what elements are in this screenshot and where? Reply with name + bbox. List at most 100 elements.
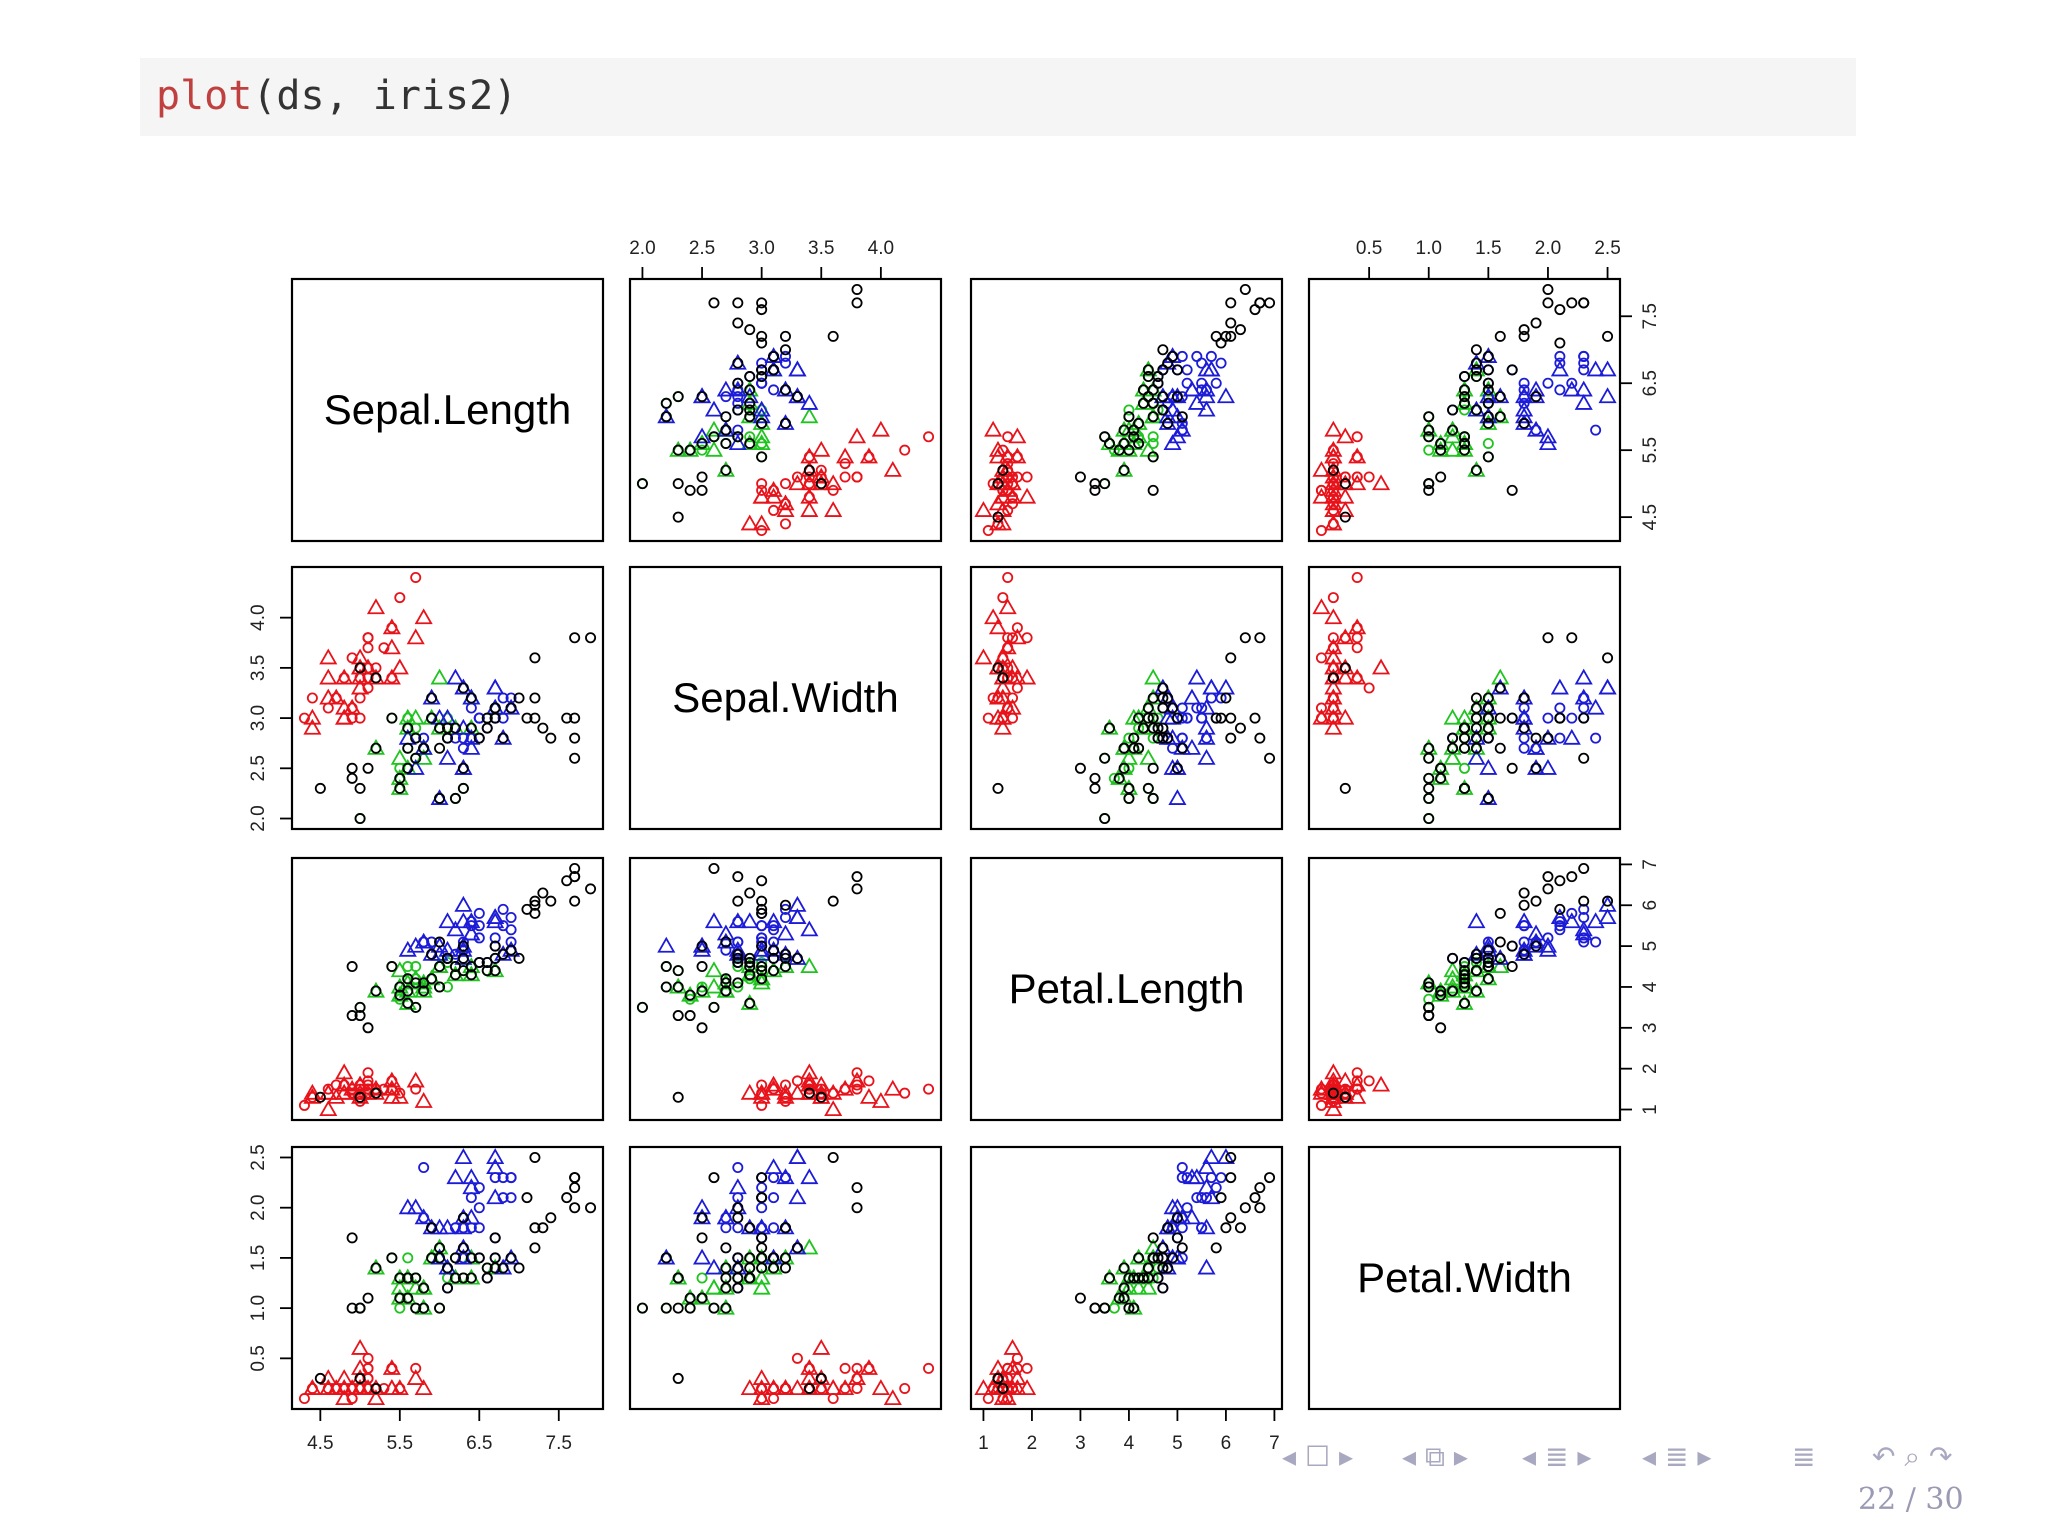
data-point [728,940,747,957]
data-point [1099,752,1111,764]
data-point [764,481,783,497]
data-point [1168,1248,1187,1265]
data-point [756,875,768,887]
data-point [812,1338,831,1355]
nav-section-icon[interactable]: ◂ ≣ ▸ [1522,1440,1592,1473]
data-point [704,1278,724,1295]
data-point [756,525,768,537]
data-point [780,1222,792,1234]
data-point [418,1302,430,1314]
data-point [1423,981,1435,993]
data-point [390,748,409,765]
data-point [1176,1242,1188,1254]
data-point [871,1379,890,1396]
data-point [362,1292,374,1304]
data-point [1018,1379,1037,1396]
page-current: 22 [1858,1482,1897,1517]
data-point [744,1252,756,1264]
data-point [1133,742,1145,754]
data-point [1550,678,1569,695]
data-point [660,411,672,423]
data-point [410,732,422,744]
data-point [1163,400,1182,417]
data-point [1351,471,1363,483]
data-point [923,1362,935,1374]
data-point [997,444,1009,456]
nav-frame-icon[interactable]: ◂ ☐ ▸ [1282,1440,1354,1473]
data-point [521,903,533,915]
data-point [1470,364,1482,376]
data-point [756,484,768,496]
data-point [744,411,756,423]
data-point [740,514,759,531]
data-point [1196,1222,1208,1234]
data-point [800,920,819,937]
data-point [752,1369,771,1385]
data-point [768,1222,780,1234]
data-point [780,912,792,924]
data-point [992,518,1004,530]
data-point [744,961,756,973]
data-point [732,1212,744,1224]
nav-search-icon[interactable]: ↶ ⌕ ↷ [1872,1440,1953,1473]
data-point [851,1182,863,1194]
tick-label: 5 [1640,941,1661,952]
data-point [812,1379,831,1396]
data-point [768,364,780,376]
data-point [529,712,541,724]
nav-subsection-icon[interactable]: ◂ ⧉ ▸ [1402,1440,1468,1473]
data-point [744,384,756,396]
data-point [803,1362,815,1374]
data-point [1482,961,1494,973]
data-point [1526,420,1546,437]
data-point [756,1192,768,1204]
data-point [441,981,453,993]
data-point [426,1222,438,1234]
data-point [378,1382,390,1394]
data-point [497,1172,509,1184]
data-point [1336,708,1355,725]
data-point [319,1100,338,1117]
data-point [346,1302,358,1314]
data-point [529,652,541,664]
data-point [720,424,732,436]
data-point [923,431,935,443]
data-point [1590,732,1602,744]
data-point [780,961,792,973]
data-point [390,1087,409,1104]
data-point [800,487,819,504]
data-point [370,672,382,684]
data-point [1003,474,1022,491]
data-point [1182,380,1202,397]
data-point [1435,444,1447,456]
data-point [780,1252,792,1264]
data-point [1315,652,1327,664]
data-point [1554,712,1566,724]
nav-align-icon[interactable]: ≣ [1792,1440,1816,1473]
data-point [1443,427,1462,444]
data-point [672,478,684,490]
data-point [1171,712,1183,724]
data-point [362,1079,374,1091]
data-point [993,708,1012,725]
code-function-name: plot [156,73,253,119]
data-point [1351,431,1363,443]
panel-frame-petal-width-vs-sepal-width [628,1145,943,1411]
data-point [1459,742,1471,754]
data-point [756,973,768,985]
nav-section-alt-icon[interactable]: ◂ ≣ ▸ [1642,1440,1712,1473]
data-point [366,598,386,615]
data-point [776,924,795,941]
data-point [1002,1382,1014,1394]
data-point [800,407,819,424]
data-point [728,380,747,397]
data-point [744,1272,756,1284]
data-point [752,407,771,424]
data-point [1602,895,1614,907]
data-point [732,317,744,329]
data-point [1554,384,1566,396]
data-point [1216,1148,1235,1165]
data-point [505,702,517,714]
data-point [756,936,768,948]
data-point [1506,940,1518,952]
